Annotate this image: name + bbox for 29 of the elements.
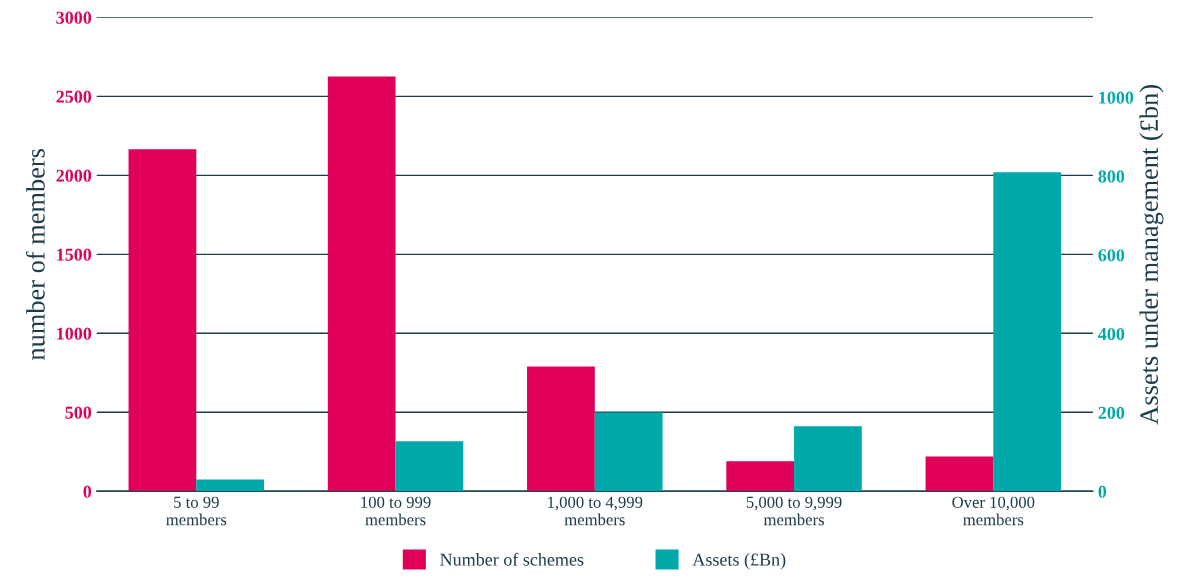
x-tick-label: 5 to 99 members [166,496,227,526]
y2-tick-label: 0 [1098,485,1107,498]
y-tick-label: 1500 [57,248,92,261]
y2-tick-label: 600 [1098,249,1125,262]
y-tick-label: 1000 [57,327,92,340]
legend-label: Assets (£Bn) [692,553,786,570]
y2-axis-title: Assets under management (£bn) [1139,85,1164,425]
bar [993,172,1062,492]
y-tick-label: 500 [65,406,92,419]
y2-tick-label: 200 [1098,406,1125,419]
y-tick-label: 0 [83,485,92,498]
bar [128,149,197,492]
bar [395,441,464,492]
bar [794,426,862,492]
x-tick-label: 5,000 to 9,999 members [746,496,842,526]
y-tick-label: 3000 [56,11,92,24]
y2-tick-label: 800 [1098,170,1125,183]
x-tick-label: 1,000 to 4,999 members [548,496,643,526]
x-tick-label: 100 to 999 members [361,496,431,526]
bar [196,479,265,492]
bar [327,76,396,492]
legend-label: Number of schemes [440,552,584,566]
x-tick-label: Over 10,000 members [952,496,1035,526]
bar [925,456,994,492]
y-axis-title: number of members [25,149,45,360]
y2-tick-label: 400 [1098,327,1125,341]
y2-tick-label: 1000 [1099,91,1134,104]
y-tick-label: 2000 [56,169,92,182]
y-tick-label: 2500 [56,90,92,103]
